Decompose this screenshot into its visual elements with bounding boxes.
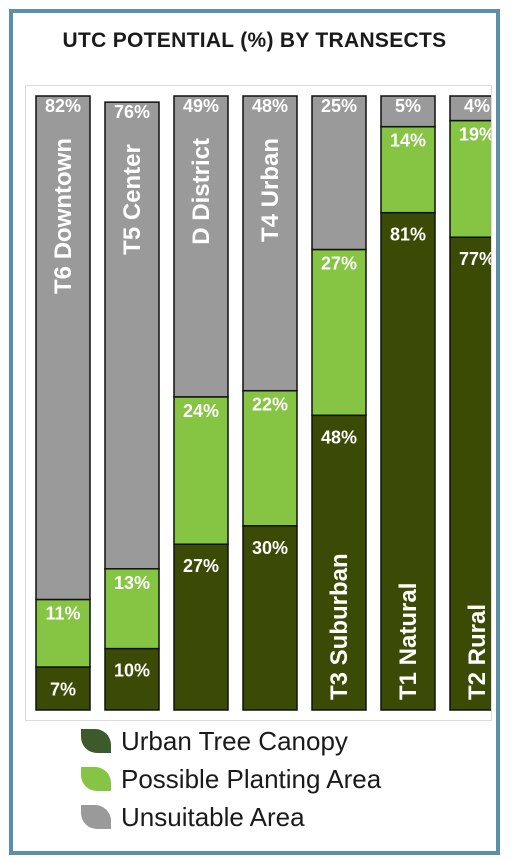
bar-segment-canopy bbox=[242, 525, 298, 711]
data-label-unsuitable: 25% bbox=[321, 96, 357, 116]
category-label: D District bbox=[188, 138, 215, 245]
data-label-unsuitable: 48% bbox=[252, 96, 288, 116]
data-label-planting: 11% bbox=[45, 603, 80, 623]
data-label-unsuitable: 76% bbox=[114, 102, 150, 122]
data-label-unsuitable: 49% bbox=[183, 96, 219, 116]
category-label: T1 Natural bbox=[395, 583, 422, 700]
bar-segment-planting bbox=[311, 248, 367, 417]
bar-segment-planting bbox=[242, 389, 298, 527]
category-label: T3 Suburban bbox=[326, 553, 353, 700]
leaf-icon-unsuitable bbox=[81, 805, 111, 829]
data-label-planting: 19% bbox=[459, 125, 491, 145]
data-label-unsuitable: 4% bbox=[464, 96, 490, 116]
legend-item-canopy: Urban Tree Canopy bbox=[81, 725, 348, 757]
data-label-canopy: 81% bbox=[390, 225, 426, 245]
bar-segment-canopy bbox=[311, 414, 367, 711]
bar-segment-planting bbox=[35, 598, 91, 668]
data-label-planting: 27% bbox=[321, 254, 357, 274]
data-label-planting: 13% bbox=[114, 573, 150, 593]
bar-segment-canopy bbox=[35, 666, 91, 711]
bar-segment-unsuitable bbox=[242, 95, 298, 392]
stacked-bar-chart: T6 Downtown 7% 11% 82% T5 Center 10% 13% 76% D D… bbox=[35, 95, 505, 711]
chart-frame: UTC POTENTIAL (%) BY TRANSECTS T6 Downto… bbox=[9, 9, 505, 855]
chart-title: UTC POTENTIAL (%) BY TRANSECTS bbox=[62, 29, 447, 52]
bar-segment-unsuitable bbox=[380, 95, 436, 128]
bar-segment-canopy bbox=[173, 543, 229, 711]
leaf-icon-canopy bbox=[81, 729, 111, 753]
data-label-unsuitable: 82% bbox=[45, 96, 81, 116]
data-label-planting: 24% bbox=[183, 401, 219, 421]
category-label: T4 Urban bbox=[257, 138, 284, 242]
bar-segment-canopy bbox=[104, 647, 160, 711]
bar-segment-planting bbox=[173, 396, 229, 545]
data-label-canopy: 10% bbox=[114, 661, 150, 681]
bar-segment-unsuitable bbox=[104, 101, 160, 570]
data-label-canopy: 27% bbox=[183, 556, 219, 576]
bar-segment-unsuitable bbox=[311, 95, 367, 251]
legend-item-unsuitable: Unsuitable Area bbox=[81, 801, 305, 833]
data-label-planting: 14% bbox=[390, 131, 426, 151]
bar-segment-planting bbox=[380, 125, 436, 214]
bar-segment-planting bbox=[104, 568, 160, 650]
data-label-canopy: 7% bbox=[50, 680, 76, 700]
data-label-unsuitable: 5% bbox=[395, 96, 421, 116]
bar-segment-unsuitable bbox=[173, 95, 229, 398]
category-label: T2 Rural bbox=[464, 604, 491, 700]
bar-segment-unsuitable bbox=[35, 95, 91, 601]
category-label: T5 Center bbox=[119, 144, 146, 255]
legend-item-planting: Possible Planting Area bbox=[81, 763, 381, 795]
data-label-canopy: 77% bbox=[459, 249, 491, 269]
plot-area: T6 Downtown 7% 11% 82% T5 Center 10% 13% 76% D D… bbox=[25, 85, 505, 721]
leaf-icon-planting bbox=[81, 767, 111, 791]
legend-label-unsuitable: Unsuitable Area bbox=[121, 801, 305, 832]
data-label-planting: 22% bbox=[252, 395, 288, 415]
data-label-canopy: 30% bbox=[252, 538, 288, 558]
category-label: T6 Downtown bbox=[50, 138, 77, 294]
legend-label-canopy: Urban Tree Canopy bbox=[121, 725, 348, 756]
data-label-canopy: 48% bbox=[321, 427, 357, 447]
legend-label-planting: Possible Planting Area bbox=[121, 763, 382, 794]
